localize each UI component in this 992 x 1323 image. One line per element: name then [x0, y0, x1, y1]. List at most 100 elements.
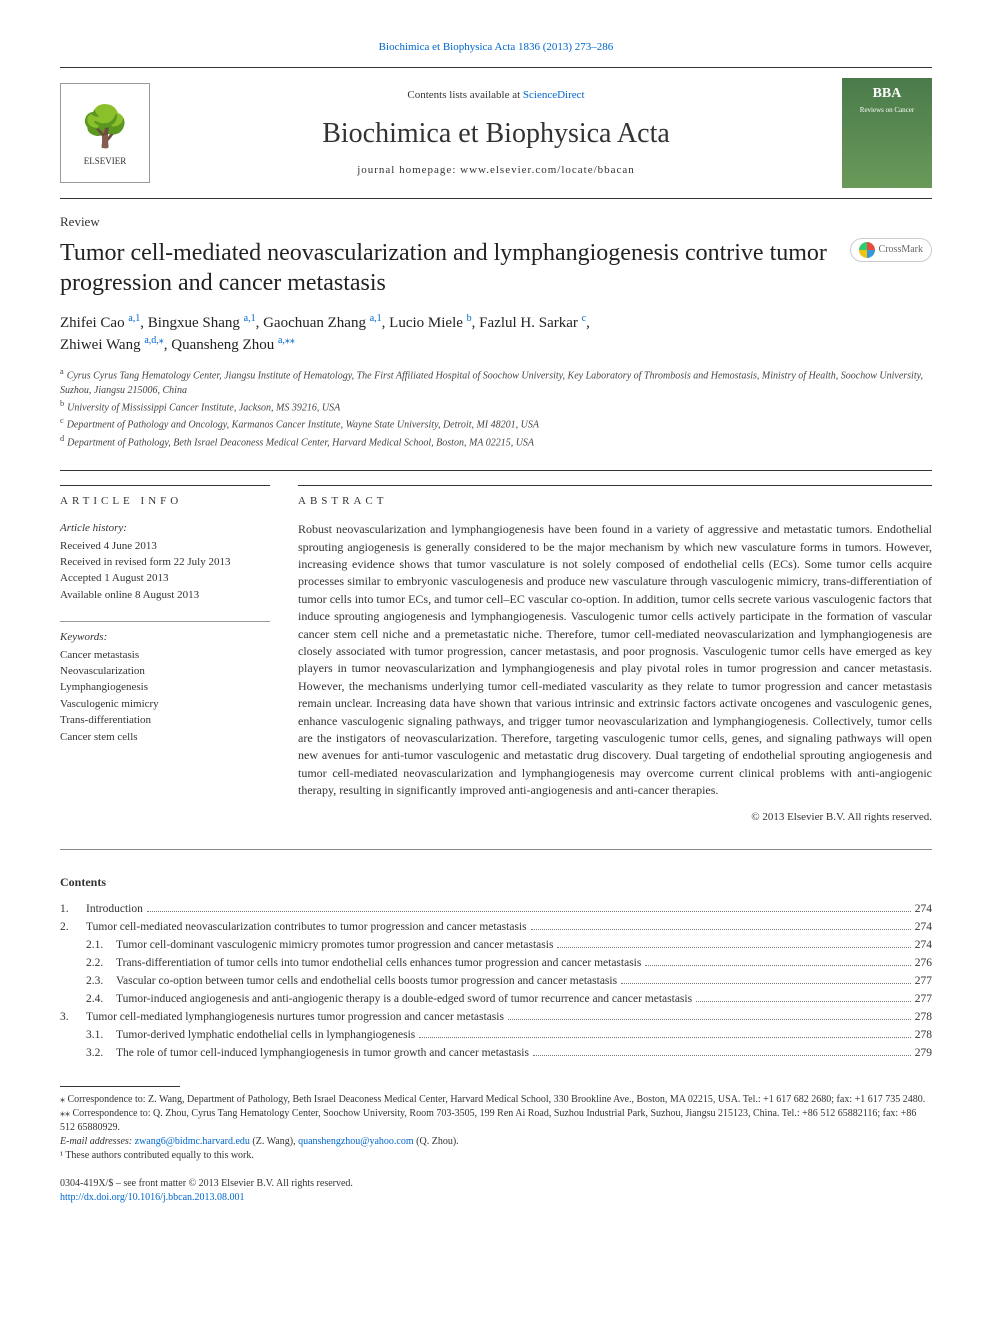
author: , Quansheng Zhou — [164, 337, 278, 353]
toc-title: Tumor cell-mediated lymphangiogenesis nu… — [86, 1009, 504, 1025]
toc-page: 274 — [915, 901, 932, 917]
author-aff[interactable]: a,1 — [128, 313, 140, 324]
keyword: Cancer metastasis — [60, 648, 270, 663]
title-row: Tumor cell-mediated neovascularization a… — [60, 238, 932, 298]
journal-cover: BBA Reviews on Cancer — [842, 78, 932, 188]
toc-title: Tumor-induced angiogenesis and anti-angi… — [116, 991, 692, 1007]
toc-dots — [621, 983, 911, 984]
cover-title: BBA — [873, 84, 902, 104]
toc-subnumber: 3.1. — [86, 1027, 116, 1043]
affiliation-a: Cyrus Cyrus Tang Hematology Center, Jian… — [60, 370, 923, 396]
affiliation-d: Department of Pathology, Beth Israel Dea… — [67, 437, 534, 448]
toc-row[interactable]: 2.Tumor cell-mediated neovascularization… — [60, 919, 932, 935]
author-aff[interactable]: a, — [278, 335, 285, 346]
corr-dstar[interactable]: ⁎⁎ — [285, 335, 295, 346]
equal-contrib-footnote: ¹ These authors contributed equally to t… — [60, 1149, 932, 1163]
toc-row[interactable]: 2.3.Vascular co-option between tumor cel… — [60, 973, 932, 989]
email-link-2[interactable]: quanshengzhou@yahoo.com — [298, 1136, 414, 1147]
keywords-block: Keywords: Cancer metastasis Neovasculari… — [60, 621, 270, 745]
toc-title: Tumor cell-mediated neovascularization c… — [86, 919, 527, 935]
author-sep: , — [586, 315, 590, 331]
author-aff[interactable]: a,d, — [144, 335, 158, 346]
toc-page: 276 — [915, 955, 932, 971]
toc-page: 278 — [915, 1009, 932, 1025]
toc-dots — [557, 947, 910, 948]
email-footnote: E-mail addresses: zwang6@bidmc.harvard.e… — [60, 1135, 932, 1149]
tree-icon: 🌳 — [80, 99, 130, 155]
toc-row[interactable]: 3.2.The role of tumor cell-induced lymph… — [60, 1045, 932, 1061]
toc-dots — [533, 1055, 911, 1056]
affiliation-c: Department of Pathology and Oncology, Ka… — [67, 420, 539, 431]
divider — [60, 849, 932, 850]
keywords-label: Keywords: — [60, 630, 270, 645]
running-head-link[interactable]: Biochimica et Biophysica Acta 1836 (2013… — [379, 41, 614, 53]
toc-page: 278 — [915, 1027, 932, 1043]
toc-number: 2. — [60, 919, 86, 935]
toc-subnumber: 2.1. — [86, 937, 116, 953]
contents-heading: Contents — [60, 874, 932, 891]
toc-title: The role of tumor cell-induced lymphangi… — [116, 1045, 529, 1061]
keyword: Neovascularization — [60, 664, 270, 679]
toc-subnumber: 3.2. — [86, 1045, 116, 1061]
email-link-1[interactable]: zwang6@bidmc.harvard.edu — [135, 1136, 250, 1147]
toc-row[interactable]: 2.1.Tumor cell-dominant vasculogenic mim… — [60, 937, 932, 953]
toc-dots — [147, 911, 911, 912]
footer-meta: 0304-419X/$ – see front matter © 2013 El… — [60, 1177, 932, 1205]
doi-link[interactable]: http://dx.doi.org/10.1016/j.bbcan.2013.0… — [60, 1192, 245, 1203]
toc-row[interactable]: 3.Tumor cell-mediated lymphangiogenesis … — [60, 1009, 932, 1025]
toc-row[interactable]: 1.Introduction 274 — [60, 901, 932, 917]
history-revised: Received in revised form 22 July 2013 — [60, 555, 270, 570]
journal-name: Biochimica et Biophysica Acta — [150, 114, 842, 153]
authors: Zhifei Cao a,1, Bingxue Shang a,1, Gaoch… — [60, 312, 932, 356]
cover-subtitle: Reviews on Cancer — [860, 106, 914, 116]
author: Zhiwei Wang — [60, 337, 144, 353]
toc-page: 277 — [915, 973, 932, 989]
toc-row[interactable]: 2.4.Tumor-induced angiogenesis and anti-… — [60, 991, 932, 1007]
toc-dots — [531, 929, 911, 930]
toc-subnumber: 2.4. — [86, 991, 116, 1007]
table-of-contents: 1.Introduction 274 2.Tumor cell-mediated n… — [60, 901, 932, 1062]
article-info: article info Article history: Received 4… — [60, 485, 270, 825]
crossmark-label: CrossMark — [879, 243, 923, 257]
toc-dots — [508, 1019, 911, 1020]
info-abstract-row: article info Article history: Received 4… — [60, 470, 932, 825]
toc-row[interactable]: 2.2.Trans-differentiation of tumor cells… — [60, 955, 932, 971]
running-head: Biochimica et Biophysica Acta 1836 (2013… — [60, 40, 932, 55]
author: , Lucio Miele — [382, 315, 467, 331]
history-label: Article history: — [60, 521, 270, 536]
affiliation-b: University of Mississippi Cancer Institu… — [67, 402, 340, 413]
elsevier-logo: 🌳 ELSEVIER — [60, 83, 150, 183]
journal-header: 🌳 ELSEVIER Contents lists available at S… — [60, 67, 932, 199]
toc-dots — [696, 1001, 911, 1002]
author: , Bingxue Shang — [140, 315, 243, 331]
abstract-column: abstract Robust neovascularization and l… — [298, 485, 932, 825]
copyright: © 2013 Elsevier B.V. All rights reserved… — [298, 810, 932, 825]
footnote-divider — [60, 1086, 180, 1087]
email-name-2: (Q. Zhou). — [414, 1136, 459, 1147]
crossmark-icon — [859, 242, 875, 258]
history-received: Received 4 June 2013 — [60, 539, 270, 554]
keyword: Vasculogenic mimicry — [60, 697, 270, 712]
contents-prefix: Contents lists available at — [407, 89, 522, 101]
author: Zhifei Cao — [60, 315, 128, 331]
corr-footnote-1: ⁎ Correspondence to: Z. Wang, Department… — [60, 1093, 932, 1107]
keyword: Trans-differentiation — [60, 713, 270, 728]
toc-number: 1. — [60, 901, 86, 917]
history-accepted: Accepted 1 August 2013 — [60, 571, 270, 586]
sciencedirect-link[interactable]: ScienceDirect — [523, 89, 585, 101]
contents-lists: Contents lists available at ScienceDirec… — [150, 88, 842, 103]
email-name-1: (Z. Wang), — [250, 1136, 298, 1147]
toc-title: Trans-differentiation of tumor cells int… — [116, 955, 641, 971]
crossmark-badge[interactable]: CrossMark — [850, 238, 932, 262]
homepage-url[interactable]: www.elsevier.com/locate/bbacan — [460, 164, 635, 176]
toc-dots — [419, 1037, 911, 1038]
homepage-label: journal homepage: — [357, 164, 460, 176]
author-aff[interactable]: a,1 — [244, 313, 256, 324]
article-type: Review — [60, 213, 932, 231]
toc-title: Vascular co-option between tumor cells a… — [116, 973, 617, 989]
toc-title: Introduction — [86, 901, 143, 917]
info-heading: article info — [60, 494, 270, 509]
toc-row[interactable]: 3.1.Tumor-derived lymphatic endothelial … — [60, 1027, 932, 1043]
article-title: Tumor cell-mediated neovascularization a… — [60, 238, 850, 298]
author-aff[interactable]: a,1 — [370, 313, 382, 324]
